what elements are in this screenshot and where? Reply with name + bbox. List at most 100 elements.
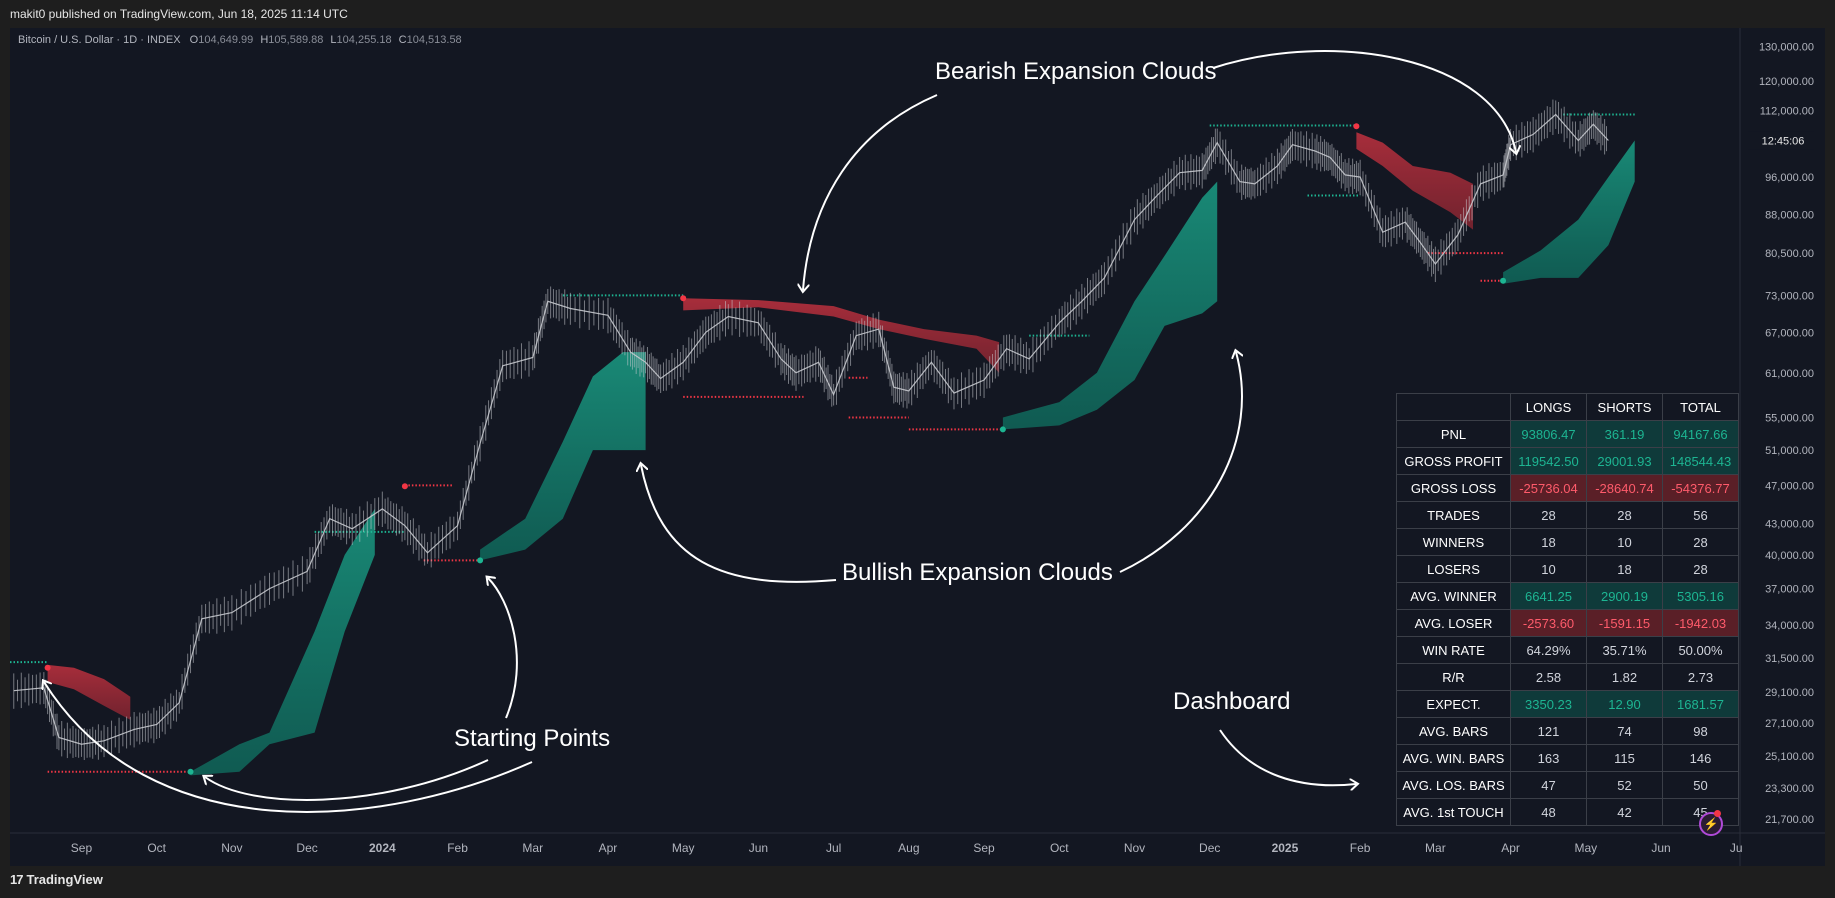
y-tick-label: 88,000.00: [1765, 210, 1814, 222]
bear-start-point-0: [44, 664, 51, 671]
bull-start-point-7: [1500, 277, 1507, 284]
level-layer: [10, 113, 1635, 773]
ohlc-high: 105,589.88: [268, 34, 324, 46]
dashboard-row: R/R 2.58 1.82 2.73: [1396, 663, 1739, 691]
arrow-dashboard: [1219, 729, 1356, 785]
dashboard-row-label: WINNERS: [1396, 528, 1511, 556]
lightning-icon[interactable]: ⚡: [1699, 812, 1723, 836]
dashboard-row-label: WIN RATE: [1396, 636, 1511, 664]
price-line: [13, 113, 1609, 745]
axis-layer: 130,000.00120,000.00112,000.00104,000.00…: [71, 41, 1814, 855]
x-tick-label: Oct: [1050, 841, 1069, 855]
bear-cloud-1: [683, 298, 1000, 373]
dashboard-cell: 98: [1662, 717, 1739, 745]
dashboard-cell: 18: [1510, 528, 1587, 556]
dashboard-row: AVG. LOSER -2573.60 -1591.15 -1942.03: [1396, 609, 1739, 637]
publish-text: makit0 published on TradingView.com, Jun…: [10, 7, 348, 21]
x-tick-label: Jun: [749, 841, 768, 855]
dashboard-cell: -1942.03: [1662, 609, 1739, 637]
dashboard-cell: 28: [1586, 501, 1663, 529]
y-tick-label: 130,000.00: [1759, 41, 1814, 53]
arrow-starting-far: [44, 682, 533, 813]
dashboard-cell: 45: [1662, 798, 1739, 826]
notification-dot: [1714, 810, 1721, 817]
x-tick-label: 2024: [369, 841, 396, 855]
x-tick-label: Sep: [71, 841, 93, 855]
dashboard-cell: 93806.47: [1510, 420, 1587, 448]
y-tick-label: 27,100.00: [1765, 718, 1814, 730]
dashboard-row: AVG. LOS. BARS 47 52 50: [1396, 771, 1739, 799]
dashboard-row: GROSS LOSS -25736.04 -28640.74 -54376.77: [1396, 474, 1739, 502]
dashboard-cell: -54376.77: [1662, 474, 1739, 502]
ohlc-open-label: O: [189, 34, 199, 46]
dashboard-cell: 52: [1586, 771, 1663, 799]
symbol-name: Bitcoin / U.S. Dollar · 1D · INDEX: [18, 34, 181, 46]
dashboard-cell: 163: [1510, 744, 1587, 772]
annotation-bearish: Bearish Expansion Clouds: [935, 58, 1217, 85]
bull-cloud-0: [190, 508, 375, 776]
tradingview-mark-icon: 17: [10, 872, 24, 887]
arrow-starting-up: [488, 578, 518, 719]
bull-start-point-1: [187, 768, 194, 775]
bear-start-point-2: [401, 483, 408, 490]
publish-bar: makit0 published on TradingView.com, Jun…: [0, 0, 1835, 28]
dashboard-row: AVG. WIN. BARS 163 115 146: [1396, 744, 1739, 772]
y-tick-label: 43,000.00: [1765, 519, 1814, 531]
dashboard-cell: 1681.57: [1662, 690, 1739, 718]
footer-bar: [0, 866, 1835, 898]
x-tick-label: Apr: [1501, 841, 1520, 855]
bull-start-point-5: [999, 426, 1006, 433]
bull-cloud-1: [480, 352, 646, 561]
dashboard-cell: 48: [1510, 798, 1587, 826]
dashboard-cell: 50.00%: [1662, 636, 1739, 664]
dashboard-cell: 6641.25: [1510, 582, 1587, 610]
y-tick-label: 25,100.00: [1765, 751, 1814, 763]
y-tick-label: 51,000.00: [1765, 445, 1814, 457]
dashboard-header-total: TOTAL: [1662, 393, 1739, 421]
y-tick-label: 37,000.00: [1765, 584, 1814, 596]
y-tick-label: 29,100.00: [1765, 687, 1814, 699]
x-tick-label: Sep: [973, 841, 995, 855]
dashboard-row: GROSS PROFIT 119542.50 29001.93 148544.43: [1396, 447, 1739, 475]
dashboard-cell: 5305.16: [1662, 582, 1739, 610]
dashboard-cell: 119542.50: [1510, 447, 1587, 475]
dashboard-row-label: AVG. LOS. BARS: [1396, 771, 1511, 799]
dashboard-row-label: LOSERS: [1396, 555, 1511, 583]
x-tick-label: May: [672, 841, 695, 855]
ohlc-low-label: L: [330, 34, 337, 46]
bear-cloud-2: [1356, 132, 1473, 230]
dashboard-cell: 94167.66: [1662, 420, 1739, 448]
x-tick-label: Dec: [1199, 841, 1220, 855]
dashboard-cell: 10: [1510, 555, 1587, 583]
symbol-legend[interactable]: Bitcoin / U.S. Dollar · 1D · INDEX O104,…: [18, 34, 462, 46]
x-tick-label: Ju: [1730, 841, 1743, 855]
y-tick-label: 40,000.00: [1765, 550, 1814, 562]
dashboard-row-label: PNL: [1396, 420, 1511, 448]
dashboard-cell: 18: [1586, 555, 1663, 583]
dashboard-cell: 56: [1662, 501, 1739, 529]
dashboard-cell: 146: [1662, 744, 1739, 772]
dashboard-cell: -1591.15: [1586, 609, 1663, 637]
dashboard-row-label: TRADES: [1396, 501, 1511, 529]
x-tick-label: Jul: [826, 841, 841, 855]
dashboard-row-label: R/R: [1396, 663, 1511, 691]
dashboard-cell: 361.19: [1586, 420, 1663, 448]
dashboard-corner: [1396, 393, 1511, 421]
cloud-layer: [47, 132, 1635, 776]
dashboard-cell: 35.71%: [1586, 636, 1663, 664]
dashboard-row: TRADES 28 28 56: [1396, 501, 1739, 529]
dashboard-row: AVG. 1st TOUCH 48 42 45: [1396, 798, 1739, 826]
grid-layer: [10, 28, 1825, 866]
y-tick-label: 55,000.00: [1765, 413, 1814, 425]
dashboard-row: AVG. BARS 121 74 98: [1396, 717, 1739, 745]
x-tick-label: Oct: [147, 841, 166, 855]
start-point-layer: [44, 123, 1507, 775]
dashboard-row: AVG. WINNER 6641.25 2900.19 5305.16: [1396, 582, 1739, 610]
dashboard-row-label: AVG. BARS: [1396, 717, 1511, 745]
ohlc-high-label: H: [260, 34, 269, 46]
dashboard-cell: -28640.74: [1586, 474, 1663, 502]
dashboard-cell: 42: [1586, 798, 1663, 826]
tradingview-logo[interactable]: 17 TradingView: [10, 872, 103, 887]
dashboard-cell: 74: [1586, 717, 1663, 745]
